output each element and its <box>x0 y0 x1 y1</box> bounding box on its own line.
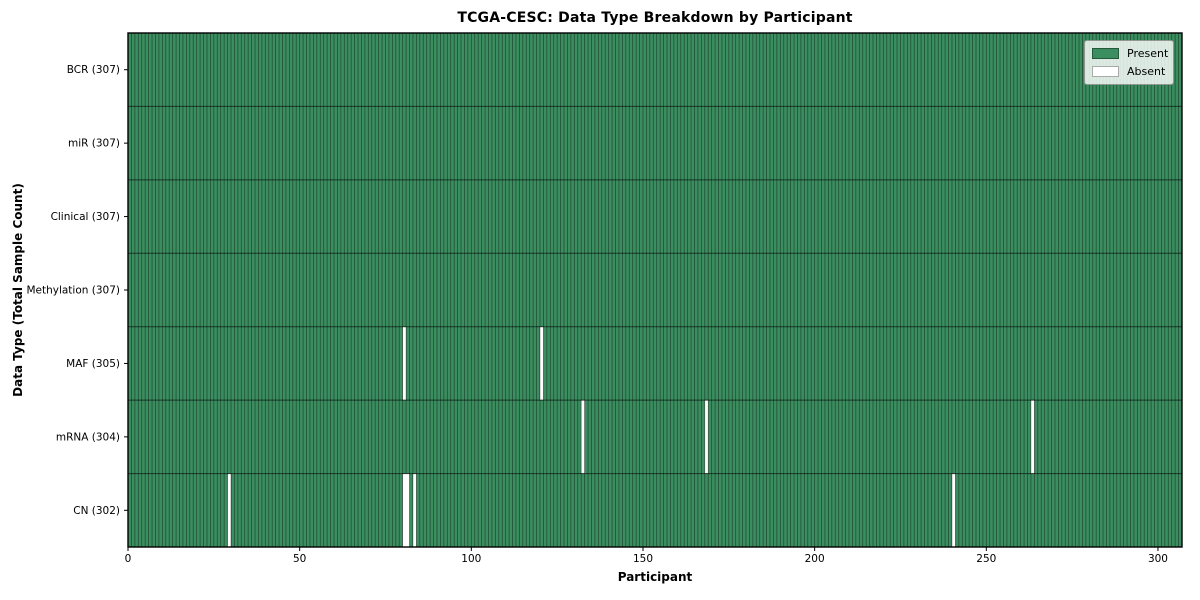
absent-cell-run <box>539 326 544 401</box>
y-tick-label: mRNA (304) <box>56 431 120 443</box>
absent-cell-run <box>1030 399 1035 474</box>
x-tick-label: 0 <box>125 553 132 565</box>
present-cells-background <box>128 33 1182 547</box>
absent-cell-run <box>402 326 407 401</box>
x-tick-label: 100 <box>461 553 481 565</box>
absent-cell-run <box>704 399 709 474</box>
legend-label: Present <box>1127 47 1169 60</box>
legend-item-present: Present <box>1092 47 1169 60</box>
absent-cell-run <box>412 473 417 548</box>
present-swatch-icon <box>1092 48 1119 59</box>
legend: Present Absent <box>1084 40 1174 85</box>
absent-cell-run <box>227 473 232 548</box>
x-axis-label: Participant <box>617 570 693 584</box>
x-tick-label: 200 <box>805 553 825 565</box>
absent-cell-run <box>951 473 956 548</box>
legend-label: Absent <box>1127 65 1166 78</box>
absent-swatch-icon <box>1092 66 1119 77</box>
absent-cell-run <box>580 399 585 474</box>
legend-item-absent: Absent <box>1092 65 1165 78</box>
y-tick-label: Clinical (307) <box>51 211 120 223</box>
y-tick-label: BCR (307) <box>67 64 120 76</box>
y-tick-label: MAF (305) <box>66 358 120 370</box>
chart-title: TCGA-CESC: Data Type Breakdown by Partic… <box>457 10 853 26</box>
absent-cell-run <box>402 473 410 548</box>
x-tick-label: 250 <box>976 553 996 565</box>
x-tick-label: 50 <box>293 553 306 565</box>
x-tick-label: 150 <box>633 553 653 565</box>
y-tick-label: miR (307) <box>68 138 120 150</box>
x-tick-label: 300 <box>1148 553 1168 565</box>
y-tick-label: Methylation (307) <box>26 285 120 297</box>
y-tick-label: CN (302) <box>73 505 120 517</box>
